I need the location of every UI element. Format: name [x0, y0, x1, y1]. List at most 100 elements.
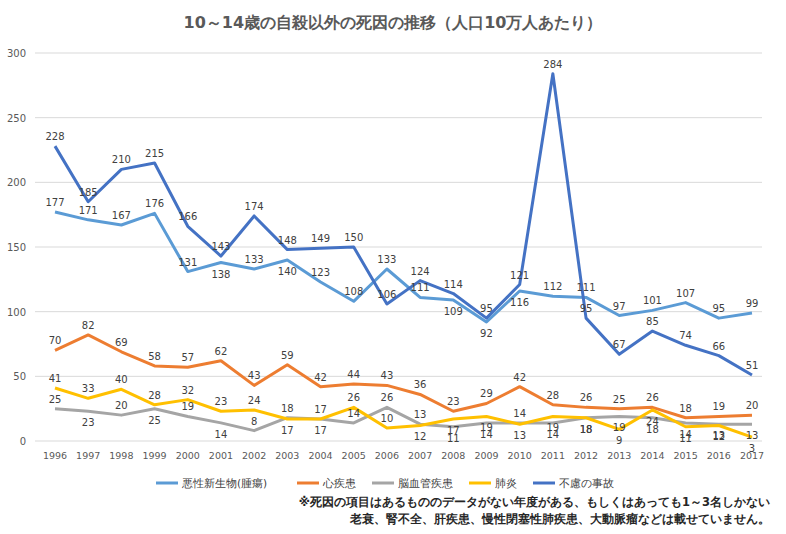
data-label: 12: [712, 431, 725, 442]
data-label: 26: [381, 392, 394, 403]
data-label: 43: [381, 370, 394, 381]
y-tick-label: 0: [20, 436, 26, 447]
data-label: 13: [414, 409, 427, 420]
data-label: 85: [646, 316, 659, 327]
legend-swatch: [156, 482, 178, 485]
x-tick-label: 2010: [508, 450, 532, 461]
data-label: 148: [278, 235, 297, 246]
data-label: 107: [676, 288, 695, 299]
data-label: 112: [543, 281, 562, 292]
data-label: 14: [215, 429, 228, 440]
x-tick-label: 2014: [640, 450, 664, 461]
data-label: 51: [746, 360, 759, 371]
data-label: 111: [577, 282, 596, 293]
data-label: 171: [79, 205, 98, 216]
data-label: 95: [580, 303, 593, 314]
x-tick-label: 2002: [242, 450, 266, 461]
legend-swatch: [297, 482, 319, 485]
data-label: 74: [679, 330, 692, 341]
data-label: 8: [251, 416, 257, 427]
data-label: 140: [278, 266, 297, 277]
data-label: 58: [148, 351, 161, 362]
data-label: 43: [248, 370, 261, 381]
data-label: 10: [381, 413, 394, 424]
legend-label: 心疾患: [322, 477, 356, 489]
data-label: 174: [245, 201, 264, 212]
data-label: 59: [281, 350, 294, 361]
data-label: 66: [712, 341, 725, 352]
x-tick-label: 2011: [541, 450, 565, 461]
legend-label: 悪性新生物(腫瘍): [181, 477, 267, 489]
grid-line: [35, 376, 762, 377]
data-label: 18: [580, 424, 593, 435]
data-label: 26: [347, 392, 360, 403]
data-label: 133: [377, 254, 396, 265]
data-label: 210: [112, 154, 131, 165]
data-label: 111: [411, 282, 430, 293]
data-label: 3: [749, 443, 755, 454]
x-tick-label: 2015: [674, 450, 698, 461]
data-label: 101: [643, 295, 662, 306]
data-label: 24: [248, 395, 261, 406]
legend-swatch: [533, 482, 555, 485]
x-tick-label: 2008: [441, 450, 465, 461]
data-label: 23: [215, 396, 228, 407]
data-label: 13: [513, 430, 526, 441]
data-label: 29: [480, 388, 493, 399]
data-label: 114: [444, 279, 463, 290]
data-label: 14: [347, 408, 360, 419]
data-label: 26: [646, 392, 659, 403]
x-tick-label: 2003: [275, 450, 299, 461]
data-label: 41: [49, 373, 62, 384]
data-label: 23: [447, 396, 460, 407]
data-label: 108: [344, 286, 363, 297]
data-label: 95: [712, 303, 725, 314]
data-label: 143: [211, 241, 230, 252]
data-label: 18: [580, 424, 593, 435]
data-label: 99: [746, 298, 759, 309]
data-label: 20: [115, 400, 128, 411]
data-label: 67: [613, 339, 626, 350]
data-label: 18: [679, 403, 692, 414]
data-label: 28: [546, 390, 559, 401]
data-label: 176: [145, 198, 164, 209]
data-label: 36: [414, 379, 427, 390]
chart: 10～14歳の自殺以外の死因の推移（人口10万人あたり）050100150200…: [0, 0, 786, 534]
data-label: 97: [613, 301, 626, 312]
data-label: 19: [181, 401, 194, 412]
data-label: 42: [314, 372, 327, 383]
data-label: 121: [510, 270, 529, 281]
grid-line: [35, 117, 762, 118]
data-label: 57: [181, 352, 194, 363]
y-tick-label: 100: [7, 307, 26, 318]
data-label: 14: [513, 408, 526, 419]
series-line: [55, 74, 752, 375]
data-label: 25: [613, 394, 626, 405]
x-tick-label: 1997: [76, 450, 100, 461]
x-tick-label: 2001: [209, 450, 233, 461]
data-label: 62: [215, 346, 228, 357]
legend: 悪性新生物(腫瘍)心疾患脳血管疾患肺炎不慮の事故: [156, 477, 614, 489]
x-tick-label: 2000: [176, 450, 200, 461]
data-label: 109: [444, 306, 463, 317]
data-label: 42: [513, 372, 526, 383]
y-tick-label: 250: [7, 113, 26, 124]
data-label: 26: [580, 392, 593, 403]
data-label: 23: [82, 417, 95, 428]
data-label: 215: [145, 148, 164, 159]
data-label: 185: [79, 187, 98, 198]
data-label: 17: [314, 425, 327, 436]
data-label: 17: [447, 425, 460, 436]
data-label: 138: [211, 269, 230, 280]
data-label: 133: [245, 254, 264, 265]
data-label: 177: [45, 197, 64, 208]
y-tick-label: 150: [7, 242, 26, 253]
data-label: 11: [679, 433, 692, 444]
y-tick-label: 200: [7, 177, 26, 188]
data-label: 25: [49, 394, 62, 405]
series-line: [55, 212, 752, 322]
y-tick-label: 300: [7, 48, 26, 59]
x-tick-label: 2004: [308, 450, 332, 461]
data-label: 82: [82, 320, 95, 331]
data-label: 33: [82, 383, 95, 394]
